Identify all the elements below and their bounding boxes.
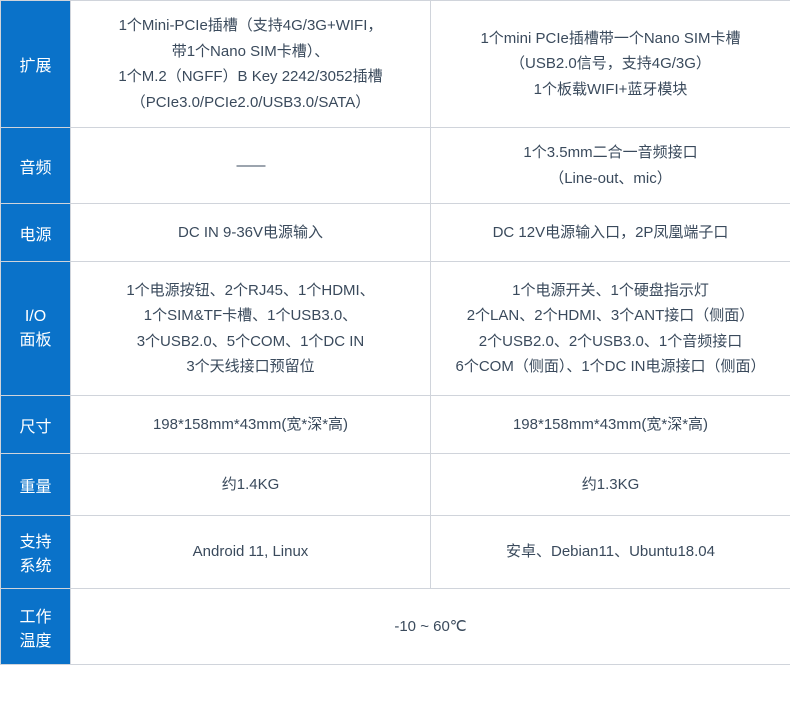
text-line: （Line-out、mic） <box>549 170 672 187</box>
label-line: 温度 <box>19 633 51 650</box>
cell-expansion-col1: 1个Mini-PCIe插槽（支持4G/3G+WIFI， 带1个Nano SIM卡… <box>71 1 431 128</box>
cell-io-col1: 1个电源按钮、2个RJ45、1个HDMI、 1个SIM&TF卡槽、1个USB3.… <box>71 262 431 396</box>
text-line: 198*158mm*43mm(宽*深*高) <box>513 416 708 433</box>
text-line: 1个3.5mm二合一音频接口 <box>523 144 697 161</box>
text-line: 1个电源按钮、2个RJ45、1个HDMI、 <box>126 282 374 299</box>
row-os: 支持 系统 Android 11, Linux 安卓、Debian11、Ubun… <box>1 516 790 589</box>
cell-audio-col1: —— <box>71 128 431 204</box>
cell-weight-col1: 约1.4KG <box>71 454 431 516</box>
text-line: 安卓、Debian11、Ubuntu18.04 <box>506 543 715 560</box>
row-header-audio: 音频 <box>1 128 71 204</box>
label: 扩展 <box>19 58 51 75</box>
label-line: 系统 <box>19 558 51 575</box>
text-line: 1个电源开关、1个硬盘指示灯 <box>512 282 709 299</box>
text-line: 198*158mm*43mm(宽*深*高) <box>153 416 348 433</box>
label: 重量 <box>19 479 51 496</box>
label-line: 支持 <box>19 534 51 551</box>
row-io: I/O 面板 1个电源按钮、2个RJ45、1个HDMI、 1个SIM&TF卡槽、… <box>1 262 790 396</box>
label: 电源 <box>19 227 51 244</box>
text-line: 带1个Nano SIM卡槽）、 <box>172 43 330 60</box>
row-header-temp: 工作 温度 <box>1 589 71 665</box>
spec-table: 扩展 1个Mini-PCIe插槽（支持4G/3G+WIFI， 带1个Nano S… <box>0 0 790 665</box>
text-line: 约1.4KG <box>222 476 280 493</box>
row-header-weight: 重量 <box>1 454 71 516</box>
text-line: 6个COM（侧面）、1个DC IN电源接口（侧面） <box>455 358 765 375</box>
text-line: DC IN 9-36V电源输入 <box>178 224 323 241</box>
text-line: Android 11, Linux <box>193 543 309 560</box>
text-line: 1个mini PCIe插槽带一个Nano SIM卡槽 <box>480 30 740 47</box>
text-line: DC 12V电源输入口，2P凤凰端子口 <box>493 224 729 241</box>
row-audio: 音频 —— 1个3.5mm二合一音频接口 （Line-out、mic） <box>1 128 790 204</box>
text-line: 2个USB2.0、2个USB3.0、1个音频接口 <box>479 333 742 350</box>
text-line: （PCIe3.0/PCIe2.0/USB3.0/SATA） <box>131 94 371 111</box>
row-header-io: I/O 面板 <box>1 262 71 396</box>
cell-audio-col2: 1个3.5mm二合一音频接口 （Line-out、mic） <box>431 128 790 204</box>
text-line: 3个天线接口预留位 <box>186 358 314 375</box>
text-line: 1个SIM&TF卡槽、1个USB3.0、 <box>144 307 357 324</box>
row-temp: 工作 温度 -10 ~ 60℃ <box>1 589 790 665</box>
row-power: 电源 DC IN 9-36V电源输入 DC 12V电源输入口，2P凤凰端子口 <box>1 204 790 262</box>
row-weight: 重量 约1.4KG 约1.3KG <box>1 454 790 516</box>
row-expansion: 扩展 1个Mini-PCIe插槽（支持4G/3G+WIFI， 带1个Nano S… <box>1 1 790 128</box>
label-line: 工作 <box>19 609 51 626</box>
cell-os-col1: Android 11, Linux <box>71 516 431 589</box>
label: 尺寸 <box>19 419 51 436</box>
cell-power-col1: DC IN 9-36V电源输入 <box>71 204 431 262</box>
text-line: 1个Mini-PCIe插槽（支持4G/3G+WIFI， <box>119 17 383 34</box>
cell-size-col2: 198*158mm*43mm(宽*深*高) <box>431 396 790 454</box>
text-line: 2个LAN、2个HDMI、3个ANT接口（侧面） <box>467 307 755 324</box>
cell-weight-col2: 约1.3KG <box>431 454 790 516</box>
cell-os-col2: 安卓、Debian11、Ubuntu18.04 <box>431 516 790 589</box>
cell-expansion-col2: 1个mini PCIe插槽带一个Nano SIM卡槽 （USB2.0信号，支持4… <box>431 1 790 128</box>
text-line: 约1.3KG <box>582 476 640 493</box>
cell-power-col2: DC 12V电源输入口，2P凤凰端子口 <box>431 204 790 262</box>
cell-io-col2: 1个电源开关、1个硬盘指示灯 2个LAN、2个HDMI、3个ANT接口（侧面） … <box>431 262 790 396</box>
text-line: （USB2.0信号，支持4G/3G） <box>510 55 711 72</box>
row-header-size: 尺寸 <box>1 396 71 454</box>
row-header-os: 支持 系统 <box>1 516 71 589</box>
text-line: 1个M.2（NGFF）B Key 2242/3052插槽 <box>118 68 382 85</box>
text-line: 1个板载WIFI+蓝牙模块 <box>534 81 688 98</box>
row-header-expansion: 扩展 <box>1 1 71 128</box>
cell-temp-merged: -10 ~ 60℃ <box>71 589 790 665</box>
row-size: 尺寸 198*158mm*43mm(宽*深*高) 198*158mm*43mm(… <box>1 396 790 454</box>
text-line: —— <box>237 157 265 174</box>
text-line: -10 ~ 60℃ <box>394 618 466 635</box>
label-line: 面板 <box>19 332 51 349</box>
text-line: 3个USB2.0、5个COM、1个DC IN <box>137 333 365 350</box>
label: 音频 <box>19 160 51 177</box>
cell-size-col1: 198*158mm*43mm(宽*深*高) <box>71 396 431 454</box>
row-header-power: 电源 <box>1 204 71 262</box>
label-line: I/O <box>25 308 46 325</box>
